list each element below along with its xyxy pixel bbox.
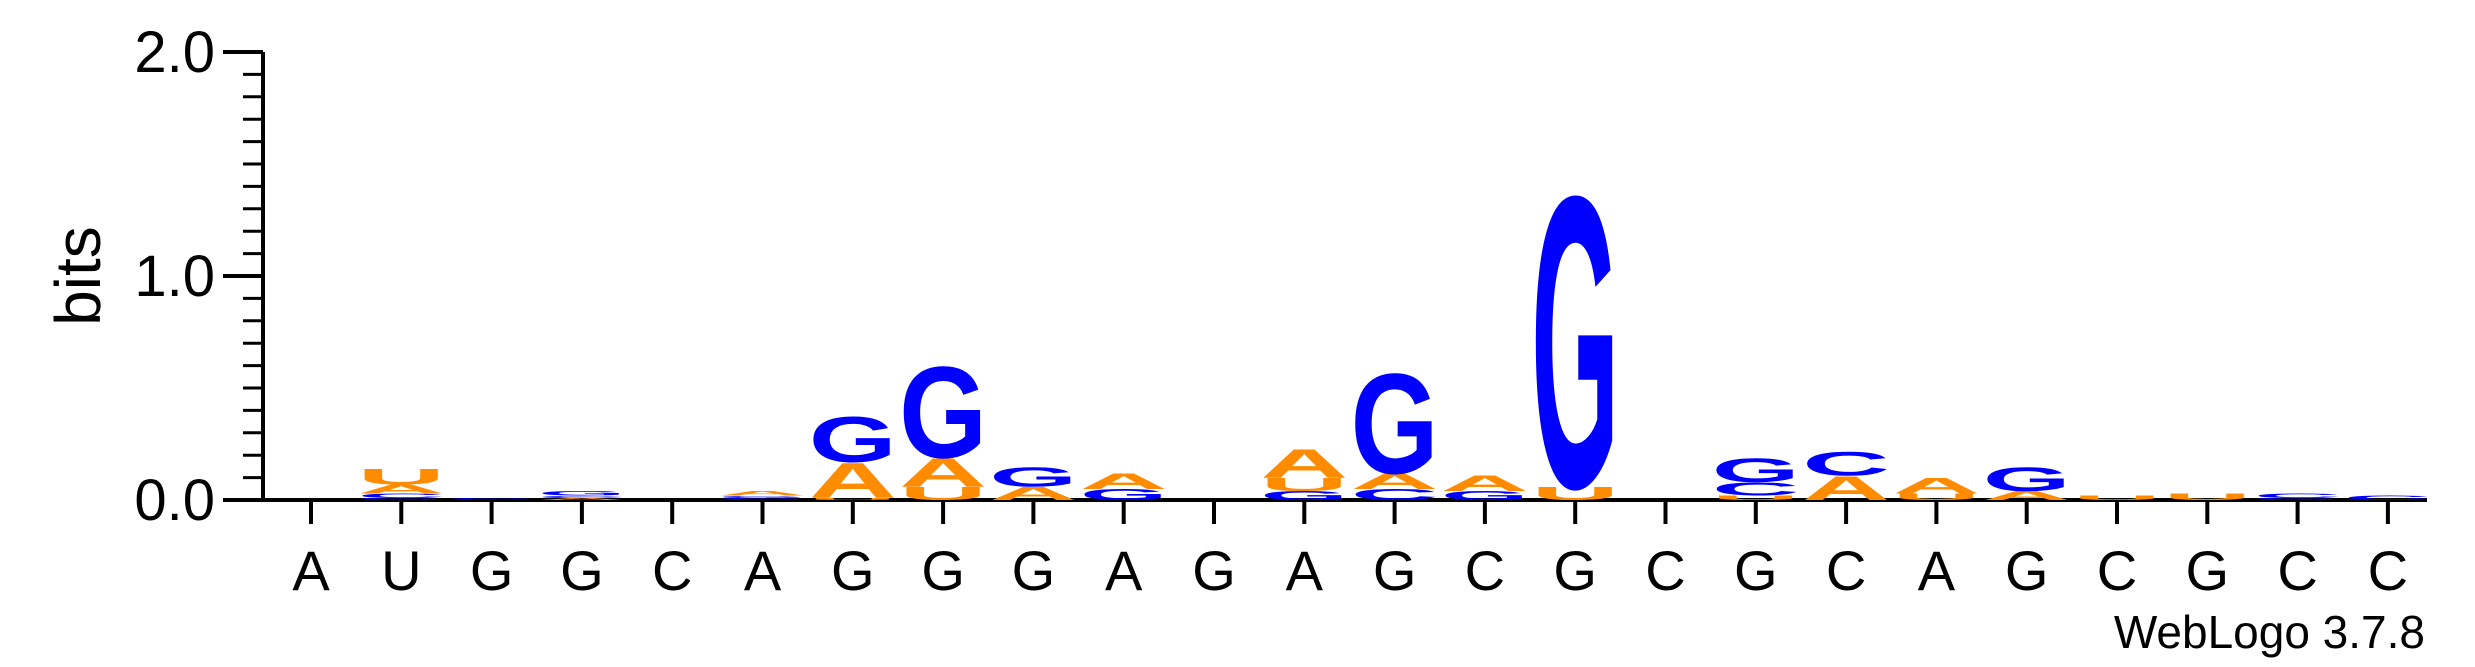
logo-column: AG <box>989 461 1077 504</box>
logo-letter-g: G <box>899 339 987 485</box>
x-tick-label: C <box>2277 539 2317 602</box>
x-tick-label: G <box>560 539 604 602</box>
x-tick-label: G <box>2186 539 2230 602</box>
logo-letter-a: A <box>719 490 807 497</box>
logo-letter-u: U <box>809 497 897 500</box>
logo-column: GA <box>1441 471 1529 502</box>
x-tick-label: A <box>1918 539 1956 602</box>
logo-column: C <box>2344 494 2432 501</box>
logo-letter-a: A <box>357 482 445 496</box>
logo-letter-g: G <box>1531 108 1619 575</box>
logo-column: U <box>2073 494 2161 501</box>
logo-letter-u: U <box>1712 494 1800 501</box>
logo-letter-u: U <box>1892 492 1980 502</box>
logo-letter-g: G <box>1351 344 1439 504</box>
logo-letter-c: C <box>357 492 445 499</box>
logo-letter-a: A <box>989 483 1077 504</box>
logo-column: GA <box>1080 469 1168 503</box>
logo-letter-a: A <box>1892 474 1980 498</box>
x-tick-label: C <box>2097 539 2137 602</box>
logo-column: CGA <box>719 490 807 501</box>
logo-column: GC <box>2254 492 2342 500</box>
logo-letter-a: A <box>1983 489 2071 503</box>
logo-letter-a: A <box>538 497 626 500</box>
y-tick-label: 0.0 <box>134 468 215 533</box>
logo-column: UG <box>1531 108 1619 575</box>
logo-letter-c: C <box>1802 444 1890 482</box>
logo-letter-g: G <box>538 490 626 497</box>
logo-letter-g: G <box>809 403 897 477</box>
x-tick-label: G <box>831 539 875 602</box>
y-axis-label: bits <box>42 226 114 326</box>
logo-letter-a: A <box>809 453 897 509</box>
logo-letter-u: U <box>2073 494 2161 501</box>
logo-letter-g: G <box>2254 497 2342 500</box>
logo-letter-g: G <box>1080 486 1168 503</box>
x-tick-label: G <box>921 539 965 602</box>
x-tick-label: U <box>381 539 421 602</box>
weblogo-version-label: WebLogo 3.7.8 <box>2114 606 2425 658</box>
logo-column: UAG <box>809 403 897 509</box>
logo-column: UA <box>1892 474 1980 502</box>
logo-column: C <box>448 497 536 500</box>
logo-letter-u: U <box>1531 483 1619 504</box>
logo-column: AC <box>1802 444 1890 507</box>
logo-letter-u: U <box>357 465 445 489</box>
x-tick-label: A <box>1105 539 1143 602</box>
logo-column: GUA <box>1260 442 1348 503</box>
logo-letter-c: C <box>1712 479 1800 500</box>
logo-column: UCG <box>1712 451 1800 501</box>
logo-letter-a: A <box>1802 469 1890 507</box>
logo-letter-a: A <box>1080 469 1168 493</box>
y-tick-label: 1.0 <box>134 244 215 309</box>
logo-column: ACG <box>538 490 626 501</box>
logo-letter-a: A <box>1441 471 1529 495</box>
x-tick-label: A <box>292 539 330 602</box>
x-tick-label: G <box>470 539 514 602</box>
logo-letter-c: C <box>719 497 807 500</box>
logo-letter-g: G <box>1441 489 1529 503</box>
x-tick-label: C <box>1645 539 1685 602</box>
logo-letter-u: U <box>899 483 987 504</box>
logo-column: AG <box>1983 460 2071 503</box>
x-tick-label: C <box>1465 539 1505 602</box>
logo-letter-u: U <box>2163 492 2251 502</box>
x-tick-label: G <box>1192 539 1236 602</box>
logo-letter-a: A <box>899 450 987 495</box>
x-ticks <box>309 500 2390 524</box>
logo-letter-c: C <box>448 497 536 500</box>
logo-letter-g: G <box>1260 489 1348 503</box>
logo-letter-g: G <box>1983 460 2071 498</box>
x-tick-label: G <box>1553 539 1597 602</box>
x-tick-label: A <box>1286 539 1324 602</box>
x-tick-label: G <box>1012 539 1056 602</box>
x-tick-label: G <box>2005 539 2049 602</box>
logo-letter-c: C <box>538 495 626 498</box>
y-ticks: 0.0 1.0 2.0 <box>134 20 263 533</box>
logo-letter-c: C <box>1351 486 1439 503</box>
x-tick-label: C <box>1826 539 1866 602</box>
x-tick-label: G <box>1734 539 1778 602</box>
logo-letter-u: U <box>1260 474 1348 495</box>
logo-letter-a: A <box>1351 469 1439 493</box>
logo-letter-c: C <box>2344 494 2432 501</box>
logo-letter-g: G <box>719 495 807 498</box>
x-tick-label: C <box>652 539 692 602</box>
x-tick-label: A <box>744 539 782 602</box>
x-tick-label: C <box>2368 539 2408 602</box>
logo-letter-g: G <box>989 461 1077 492</box>
x-tick-label: G <box>1373 539 1417 602</box>
logo-letter-c: C <box>2254 492 2342 499</box>
logo-column: CAG <box>1351 344 1439 504</box>
y-tick-label: 2.0 <box>134 20 215 85</box>
logo-column: UAG <box>899 339 987 504</box>
logo-letter-g: G <box>1712 451 1800 489</box>
logo-letter-g: G <box>357 497 445 500</box>
logo-letter-a: A <box>1260 442 1348 487</box>
logo-column: U <box>2163 492 2251 502</box>
